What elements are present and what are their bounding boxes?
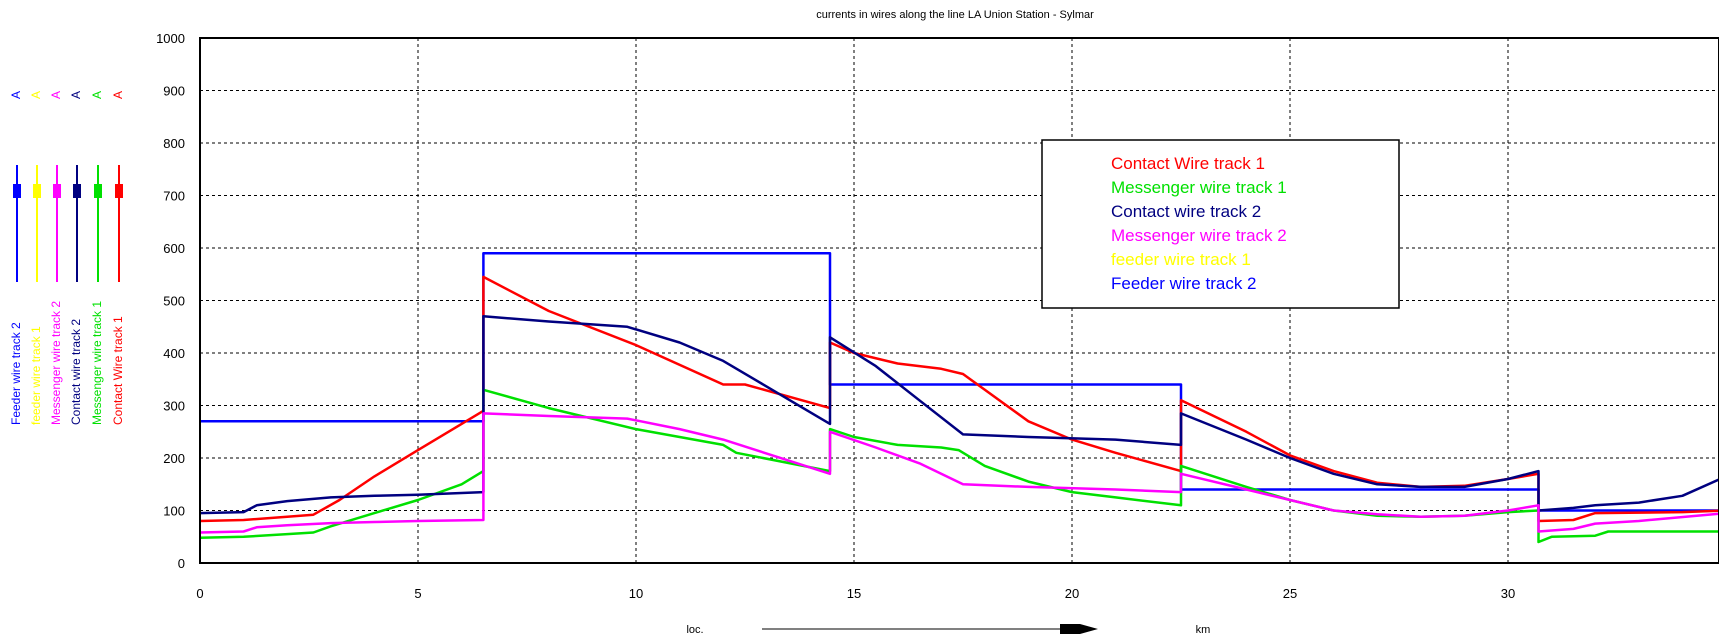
- y-tick-label: 200: [163, 451, 185, 466]
- x-tick-label: 10: [629, 586, 643, 601]
- grid: [200, 38, 1719, 563]
- side-swatch-marker: [33, 184, 41, 198]
- y-tick-label: 600: [163, 241, 185, 256]
- x-tick-label: 15: [847, 586, 861, 601]
- side-series-label: Messenger wire track 2: [49, 301, 63, 425]
- side-swatch-marker: [13, 184, 21, 198]
- y-tick-label: 300: [163, 399, 185, 414]
- x-tick-label: 25: [1283, 586, 1297, 601]
- x-tick-label: 0: [196, 586, 203, 601]
- side-unit-label: A: [69, 91, 83, 99]
- y-tick-label: 0: [178, 556, 185, 571]
- y-tick-label: 400: [163, 346, 185, 361]
- y-tick-label: 100: [163, 504, 185, 519]
- legend-entry: Contact wire track 2: [1111, 202, 1261, 221]
- legend-entry: Feeder wire track 2: [1111, 274, 1257, 293]
- side-unit-label: A: [49, 91, 63, 99]
- y-tick-label: 800: [163, 136, 185, 151]
- y-tick-label: 700: [163, 189, 185, 204]
- x-tick-label: 20: [1065, 586, 1079, 601]
- series-line-messenger-wire-track-1: [199, 388, 1719, 544]
- y-tick-label: 1000: [156, 31, 185, 46]
- side-series-label: Feeder wire track 2: [9, 322, 23, 425]
- series-line-contact-wire-track-2: [199, 315, 1719, 515]
- series-line-contact-wire-track-1: [199, 275, 1719, 523]
- legend-items: Contact Wire track 1 Messenger wire track…: [1111, 154, 1287, 293]
- x-tick-label: 30: [1501, 586, 1515, 601]
- legend: Contact Wire track 1 Messenger wire track…: [1041, 139, 1400, 309]
- side-unit-label: A: [29, 91, 43, 99]
- legend-entry: feeder wire track 1: [1111, 250, 1251, 269]
- side-series-label: Contact wire track 2: [69, 319, 83, 425]
- series-line-feeder-wire-track-2: [200, 252, 1719, 512]
- side-swatch-marker: [73, 184, 81, 198]
- x-axis-arrow-head: [1060, 624, 1098, 634]
- series-group: [199, 252, 1719, 544]
- side-series-label: feeder wire track 1: [29, 326, 43, 425]
- side-unit-label: A: [90, 91, 104, 99]
- legend-box: [1041, 139, 1400, 309]
- plot-area-frame: [199, 37, 1719, 564]
- side-series-label: Messenger wire track 1: [90, 301, 104, 425]
- y-tick-label: 500: [163, 294, 185, 309]
- x-axis-unit: km: [1196, 624, 1211, 636]
- side-unit-label: A: [111, 91, 125, 99]
- series-line-messenger-wire-track-2: [199, 412, 1719, 534]
- x-axis-label: loc.: [686, 624, 703, 636]
- side-unit-label: A: [9, 91, 23, 99]
- side-swatch-marker: [53, 184, 61, 198]
- side-swatch-marker: [115, 184, 123, 198]
- legend-entry: Messenger wire track 1: [1111, 178, 1287, 197]
- legend-entry: Messenger wire track 2: [1111, 226, 1287, 245]
- chart-title: currents in wires along the line LA Unio…: [816, 9, 1094, 21]
- side-swatch-marker: [94, 184, 102, 198]
- x-tick-label: 5: [414, 586, 421, 601]
- tick-labels: 0 100 200 300 400 500 600 700 800 900 1000 0 5 10 15 20…: [156, 31, 1515, 601]
- y-tick-label: 900: [163, 84, 185, 99]
- legend-entry: Contact Wire track 1: [1111, 154, 1265, 173]
- side-series-label: Contact Wire track 1: [111, 316, 125, 425]
